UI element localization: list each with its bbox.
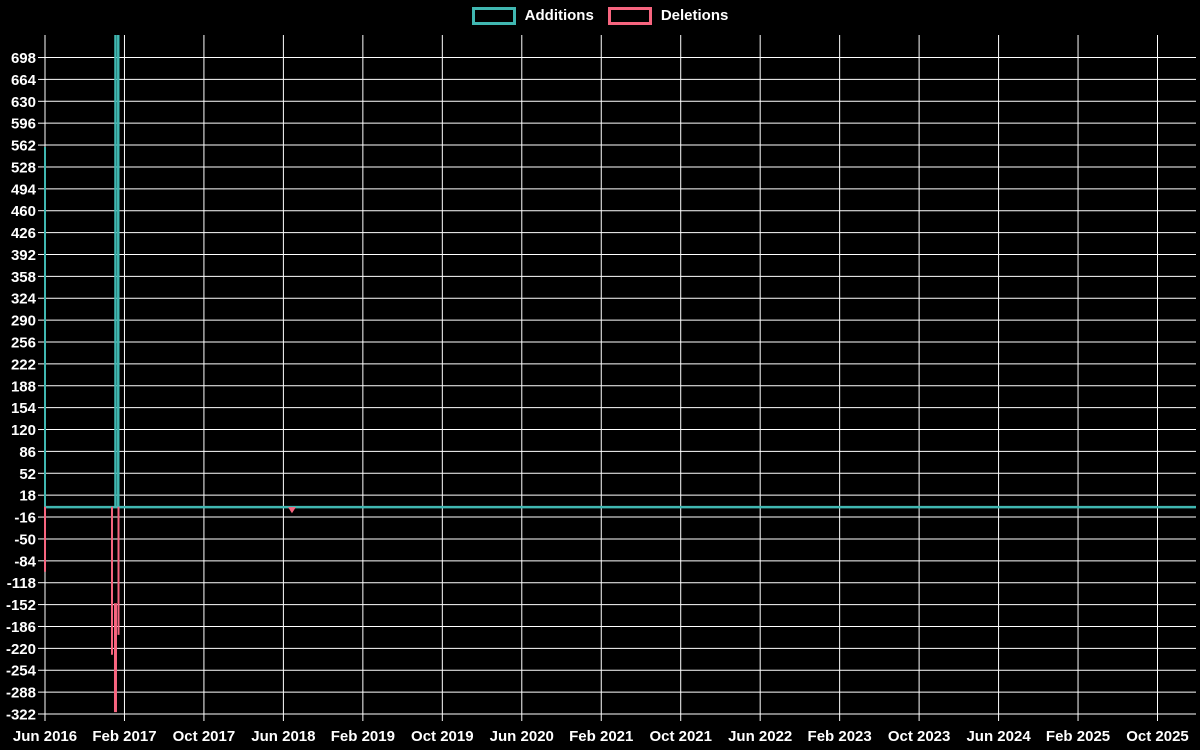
additions-swatch-icon [471, 7, 516, 25]
y-axis-tick-label: 358 [11, 269, 36, 286]
y-axis-tick-label: 222 [11, 356, 36, 373]
deletions-dip [287, 507, 296, 514]
y-axis-tick-label: 188 [11, 378, 36, 395]
y-axis-tick-label: 528 [11, 159, 36, 176]
x-axis-tick-label: Oct 2021 [649, 728, 712, 745]
y-axis-tick-label: 120 [11, 422, 36, 439]
y-axis-tick-label: -254 [6, 663, 37, 680]
y-axis-tick-label: 596 [11, 116, 36, 133]
legend-item-deletions[interactable]: Deletions [607, 6, 729, 26]
x-axis-tick-label: Jun 2024 [966, 728, 1031, 745]
y-axis-tick-label: 426 [11, 225, 36, 242]
y-axis-tick-label: 562 [11, 138, 36, 155]
y-axis-tick-label: -288 [6, 685, 36, 702]
y-axis-tick-label: -322 [6, 707, 36, 724]
x-axis-tick-label: Feb 2019 [331, 728, 395, 745]
x-axis-tick-label: Oct 2017 [173, 728, 236, 745]
x-axis-tick-label: Jun 2018 [251, 728, 315, 745]
x-axis-tick-label: Oct 2019 [411, 728, 474, 745]
legend-item-additions[interactable]: Additions [471, 6, 594, 26]
y-axis-tick-label: 664 [11, 72, 37, 89]
x-axis-tick-label: Oct 2025 [1126, 728, 1189, 745]
y-axis-tick-label: -84 [14, 553, 36, 570]
x-axis-tick-label: Jun 2020 [490, 728, 554, 745]
y-axis-tick-label: 698 [11, 50, 36, 67]
y-axis-tick-label: 494 [11, 181, 37, 198]
x-axis-tick-label: Feb 2017 [92, 728, 156, 745]
y-axis-tick-label: -50 [14, 531, 36, 548]
y-axis-tick-label: 324 [11, 291, 37, 308]
y-axis-tick-label: -186 [6, 619, 36, 636]
legend-label-deletions: Deletions [660, 7, 729, 24]
chart-legend: Additions Deletions [0, 6, 1200, 26]
x-axis-tick-label: Feb 2021 [569, 728, 633, 745]
y-axis-tick-label: 630 [11, 94, 36, 111]
deletions-swatch-icon [607, 7, 652, 25]
y-axis-tick-label: -118 [7, 575, 36, 592]
legend-label-additions: Additions [524, 7, 594, 24]
y-axis-tick-label: 392 [11, 247, 36, 264]
y-axis-tick-label: 154 [11, 400, 37, 417]
y-axis-tick-label: 290 [11, 313, 36, 330]
x-axis-tick-label: Oct 2023 [888, 728, 951, 745]
x-axis-tick-label: Feb 2023 [808, 728, 872, 745]
y-axis-tick-label: 256 [11, 334, 36, 351]
x-axis-tick-label: Jun 2016 [13, 728, 77, 745]
y-axis-tick-label: 460 [11, 203, 36, 220]
x-axis-tick-label: Feb 2025 [1046, 728, 1110, 745]
y-axis-tick-label: 52 [19, 466, 36, 483]
y-axis-tick-label: 18 [19, 488, 36, 505]
y-axis-tick-label: -16 [14, 510, 36, 527]
y-axis-tick-label: -220 [6, 641, 36, 658]
y-axis-tick-label: 86 [19, 444, 36, 461]
y-axis-tick-label: -152 [6, 597, 36, 614]
x-axis-tick-label: Jun 2022 [728, 728, 792, 745]
